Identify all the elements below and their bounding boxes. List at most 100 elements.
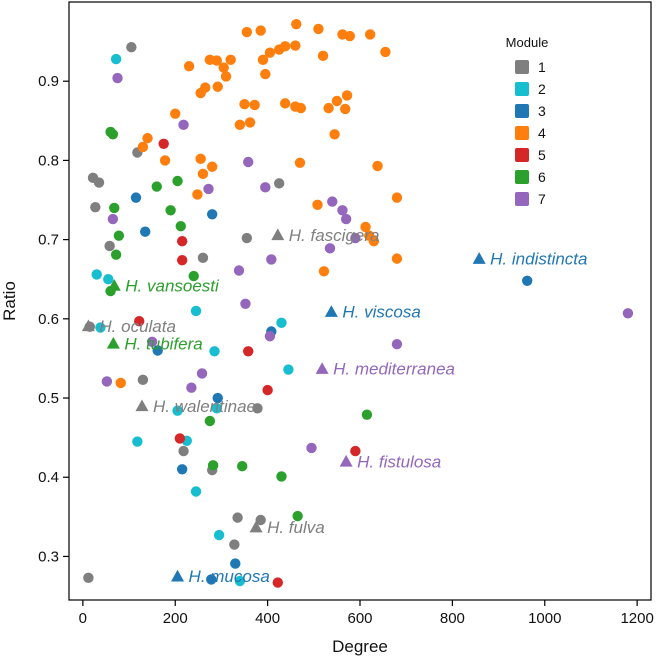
data-point-module-4 bbox=[249, 99, 260, 111]
data-point-module-4 bbox=[364, 29, 376, 40]
data-point-module-1 bbox=[241, 232, 253, 244]
data-point-module-1 bbox=[255, 514, 266, 526]
data-point-module-3 bbox=[522, 275, 533, 287]
data-point-module-7 bbox=[306, 442, 317, 454]
data-point-module-4 bbox=[244, 117, 256, 128]
data-point-module-7 bbox=[243, 156, 254, 168]
data-point-module-1 bbox=[104, 240, 115, 252]
data-point-module-4 bbox=[255, 25, 266, 36]
x-tick-label: 400 bbox=[255, 610, 280, 627]
legend-label: 7 bbox=[538, 191, 546, 207]
data-point-module-7 bbox=[186, 382, 197, 393]
y-tick-label: 0.8 bbox=[38, 152, 59, 169]
data-point-module-2 bbox=[110, 53, 122, 65]
species-marker bbox=[81, 319, 95, 332]
species-marker bbox=[249, 520, 263, 533]
species-label: H. fistulosa bbox=[357, 452, 441, 471]
data-point-module-1 bbox=[93, 177, 105, 188]
data-point-module-6 bbox=[361, 409, 373, 420]
x-tick-label: 600 bbox=[347, 610, 372, 627]
data-point-module-5 bbox=[272, 577, 283, 588]
data-point-module-5 bbox=[243, 346, 254, 357]
species-marker bbox=[472, 252, 486, 264]
data-point-module-4 bbox=[295, 102, 307, 114]
data-point-module-5 bbox=[176, 255, 188, 266]
data-point-module-4 bbox=[264, 47, 276, 58]
data-point-module-4 bbox=[318, 266, 330, 277]
data-point-module-1 bbox=[232, 512, 243, 523]
data-point-module-4 bbox=[115, 377, 126, 389]
data-point-module-2 bbox=[283, 364, 294, 375]
species-marker bbox=[135, 399, 149, 412]
data-point-module-5 bbox=[134, 315, 145, 327]
data-point-module-6 bbox=[151, 181, 162, 192]
data-point-module-7 bbox=[622, 308, 634, 319]
x-axis-ticks: 0 200 400 600 800 1000 1200 bbox=[79, 600, 654, 627]
x-tick-label: 1000 bbox=[528, 610, 561, 627]
data-points bbox=[83, 18, 634, 588]
data-point-module-4 bbox=[195, 153, 206, 165]
data-point-module-2 bbox=[209, 346, 220, 357]
data-point-module-4 bbox=[260, 68, 271, 80]
data-point-module-2 bbox=[172, 405, 183, 416]
species-label: H. vansoesti bbox=[125, 277, 220, 296]
y-tick-label: 0.9 bbox=[38, 73, 59, 90]
x-tick-label: 0 bbox=[79, 610, 87, 627]
legend: Module 1 2 3 4 5 6 7 bbox=[506, 35, 549, 207]
data-point-module-3 bbox=[130, 192, 142, 203]
species-marker bbox=[339, 454, 353, 467]
data-point-module-6 bbox=[165, 205, 176, 216]
data-point-module-3 bbox=[206, 574, 217, 585]
data-point-module-3 bbox=[152, 345, 163, 356]
data-point-module-4 bbox=[360, 221, 371, 233]
data-point-module-2 bbox=[190, 486, 202, 497]
data-point-module-7 bbox=[264, 331, 276, 342]
data-point-module-4 bbox=[183, 60, 195, 72]
data-point-module-4 bbox=[380, 46, 391, 58]
data-point-module-4 bbox=[211, 55, 223, 66]
data-point-module-1 bbox=[197, 252, 209, 264]
legend-title: Module bbox=[506, 35, 549, 50]
data-point-module-1 bbox=[90, 201, 101, 213]
legend-swatch-module-4 bbox=[515, 126, 529, 140]
species-label: H. walentinae bbox=[153, 397, 256, 416]
data-point-module-5 bbox=[350, 445, 361, 457]
data-point-module-4 bbox=[200, 82, 211, 93]
data-point-module-7 bbox=[240, 298, 251, 309]
data-point-module-4 bbox=[331, 95, 343, 107]
data-point-module-4 bbox=[312, 199, 323, 210]
data-point-module-2 bbox=[132, 436, 143, 447]
data-point-module-3 bbox=[176, 464, 188, 475]
data-point-module-4 bbox=[170, 108, 181, 119]
data-point-module-5 bbox=[176, 236, 188, 247]
legend-label: 6 bbox=[538, 169, 546, 185]
data-point-module-1 bbox=[83, 572, 94, 584]
data-point-module-6 bbox=[237, 460, 248, 472]
species-marker bbox=[324, 305, 338, 317]
data-point-module-7 bbox=[112, 72, 123, 84]
x-tick-label: 800 bbox=[440, 610, 465, 627]
data-point-module-6 bbox=[175, 220, 186, 232]
data-point-module-2 bbox=[95, 322, 106, 333]
data-point-module-4 bbox=[197, 168, 209, 180]
species-marker bbox=[315, 362, 329, 374]
species-label: H. fascigera bbox=[289, 226, 380, 245]
x-tick-label: 200 bbox=[163, 610, 188, 627]
data-point-module-4 bbox=[291, 18, 302, 30]
data-point-module-6 bbox=[276, 471, 287, 482]
legend-swatch-module-7 bbox=[515, 192, 529, 206]
data-point-module-7 bbox=[101, 376, 113, 387]
data-point-module-6 bbox=[107, 129, 119, 140]
data-point-module-1 bbox=[252, 403, 263, 414]
data-point-module-7 bbox=[340, 213, 352, 225]
data-point-module-7 bbox=[350, 232, 361, 244]
data-point-module-4 bbox=[341, 90, 353, 101]
data-point-module-7 bbox=[266, 254, 277, 265]
species-label: H. oculata bbox=[99, 317, 176, 336]
data-point-module-4 bbox=[241, 26, 253, 38]
species-label: H. fulva bbox=[267, 518, 325, 537]
legend-swatch-module-3 bbox=[515, 104, 529, 118]
legend-label: 1 bbox=[538, 59, 546, 75]
data-point-module-6 bbox=[113, 230, 125, 241]
data-point-module-7 bbox=[337, 205, 348, 216]
